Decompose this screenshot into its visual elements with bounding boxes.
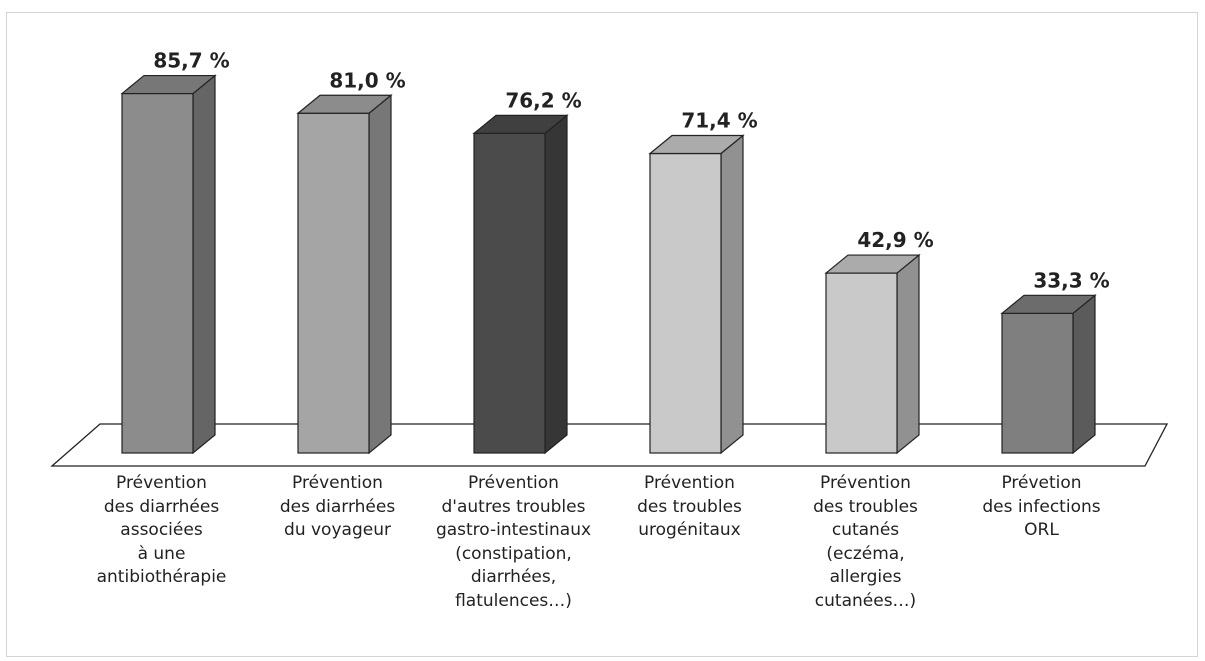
category-label-line: des troubles [637, 496, 742, 517]
category-label: Prévention des diarrhées du voyageur [253, 472, 423, 543]
bars-group [120, 74, 1097, 455]
category-label-line: flatulences…) [455, 590, 572, 611]
category-label: Prévetion des infections ORL [957, 472, 1127, 543]
category-label-line: des diarrhées [279, 496, 396, 517]
bar-front-face [473, 132, 546, 454]
category-label: Prévention des diarrhées associées à une ant… [77, 472, 247, 590]
category-label-line: gastro-intestinaux [435, 520, 592, 540]
category-label-line: (eczéma, [826, 543, 905, 564]
chart-frame [6, 12, 1198, 657]
value-labels-group: 85,7 % 81,0 % 76,2 % 71,4 % 42,9 % 33,3 % [153, 49, 1109, 293]
bar [472, 114, 569, 455]
bar-front-face [297, 112, 370, 454]
category-label-line: urogénitaux [638, 520, 741, 540]
category-label-line: ORL [1024, 520, 1059, 540]
bar [120, 74, 217, 455]
category-label-line: Prévention [468, 473, 559, 493]
category-label-line: diarrhées, [470, 567, 557, 587]
value-label: 81,0 % [329, 68, 405, 92]
bar-front-face [649, 152, 722, 454]
bar-top-face [296, 94, 393, 114]
bar-top-face [648, 134, 745, 155]
value-label: 33,3 % [1033, 268, 1109, 292]
category-label-line: Prévention [116, 473, 207, 493]
category-label-line: cutanées…) [814, 590, 917, 611]
category-label-line: Prévention [820, 473, 911, 493]
category-label: Prévention des troubles cutanés (eczéma, all… [781, 472, 951, 613]
value-label: 71,4 % [681, 109, 757, 133]
category-label-line: Prévention [292, 473, 383, 493]
bar-side-face [896, 253, 920, 455]
floor-plane [50, 423, 1169, 467]
category-label-line: Prévention [644, 473, 735, 493]
value-label: 76,2 % [505, 88, 581, 112]
category-label-line: des troubles [813, 496, 918, 517]
category-label-line: du voyageur [284, 520, 391, 540]
value-label: 85,7 % [153, 49, 229, 73]
bar-side-face [544, 114, 568, 455]
category-label-line: des diarrhées [103, 496, 220, 517]
bar-top-face [824, 254, 921, 274]
value-label: 42,9 % [857, 228, 933, 252]
bar [648, 134, 745, 455]
bar-top-face [1000, 294, 1097, 314]
bar-side-face [192, 74, 216, 455]
bar [824, 253, 921, 455]
bar-top-face [120, 74, 217, 95]
chart-floor [50, 423, 1169, 467]
category-label-line: à une [137, 543, 186, 564]
bar-front-face [1001, 312, 1074, 454]
bar-side-face [1072, 294, 1096, 455]
category-label: Prévention d'autres troubles gastro-intest… [429, 472, 599, 613]
bar [1000, 294, 1097, 455]
category-label-line: (constipation, [455, 543, 572, 564]
category-label-line: allergies [829, 567, 902, 587]
bar-front-face [825, 272, 898, 454]
category-label-line: antibiothérapie [96, 567, 227, 587]
category-label: Prévention des troubles urogénitaux [605, 472, 775, 543]
category-label-line: associées [120, 520, 203, 540]
bar-top-face [472, 114, 569, 134]
category-label-line: Prévetion [1001, 473, 1082, 493]
category-label-line: cutanés [831, 520, 900, 540]
bar-side-face [368, 93, 392, 455]
bar-front-face [121, 92, 194, 454]
category-label-line: d'autres troubles [441, 496, 586, 517]
bar-side-face [720, 134, 744, 455]
bar [296, 93, 393, 455]
category-label-line: des infections [982, 496, 1101, 517]
